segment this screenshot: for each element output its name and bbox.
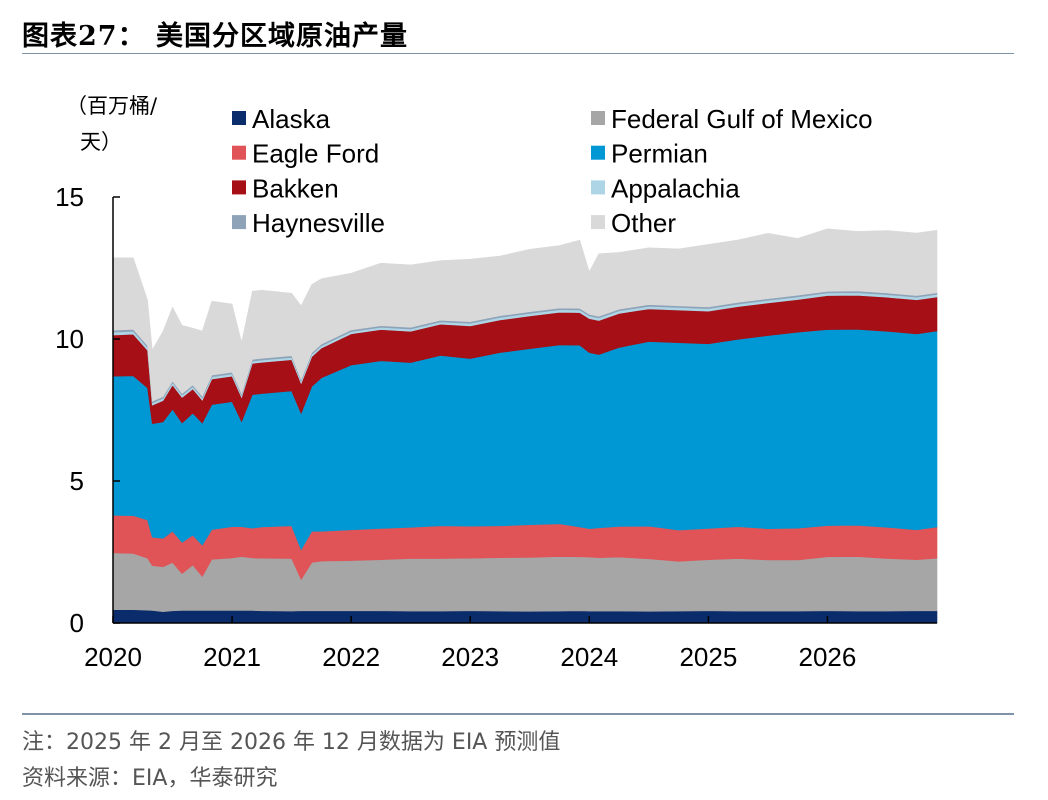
- legend-swatch-appalachia: [591, 180, 605, 195]
- y-ticks: 0 5 10 15: [55, 182, 120, 638]
- legend-label-federal-gulf-of-mexico: Federal Gulf of Mexico: [611, 104, 873, 134]
- footer-divider: [22, 713, 1014, 715]
- area-federal-gulf-of-mexico: [112, 552, 938, 612]
- y-tick-label: 10: [55, 324, 84, 354]
- stacked-area-chart: 0 5 10 15 2020 2021 2022 2023 2024 2025 2026 （百万桶…: [55, 94, 938, 672]
- legend-swatch-bakken: [232, 180, 246, 195]
- x-tick-label: 2025: [679, 642, 737, 672]
- legend-label-other: Other: [611, 208, 676, 238]
- legend-swatch-federal-gulf-of-mexico: [591, 111, 605, 125]
- title-divider: [22, 53, 1014, 54]
- legend-swatch-eagle-ford: [232, 145, 246, 160]
- area-other: [112, 228, 938, 402]
- x-tick-label: 2022: [322, 642, 380, 672]
- x-ticks: 2020 2021 2022 2023 2024 2025 2026: [84, 616, 856, 672]
- source-note: 资料来源：EIA，华泰研究: [22, 766, 278, 791]
- x-tick-label: 2020: [84, 642, 142, 672]
- x-tick-label: 2024: [560, 642, 618, 672]
- x-tick-label: 2021: [203, 642, 261, 672]
- axes: [112, 197, 937, 624]
- y-unit-label-line1: （百万桶/: [66, 94, 158, 118]
- legend-label-bakken: Bakken: [252, 173, 339, 203]
- legend-label-alaska: Alaska: [252, 104, 331, 134]
- legend-swatch-haynesville: [232, 215, 246, 230]
- y-tick-label: 0: [70, 608, 84, 638]
- footnote: 注：2025 年 2 月至 2026 年 12 月数据为 EIA 预测值: [22, 730, 561, 755]
- y-unit-label-line2: 天）: [80, 130, 122, 154]
- area-layers: [112, 228, 938, 624]
- legend-swatch-other: [591, 215, 605, 230]
- legend-swatch-permian: [591, 145, 605, 160]
- legend-label-eagle-ford: Eagle Ford: [252, 139, 379, 169]
- legend-label-permian: Permian: [611, 139, 708, 169]
- figure-title: 图表27： 美国分区域原油产量: [22, 21, 408, 52]
- y-tick-label: 5: [70, 466, 84, 496]
- y-tick-label: 15: [55, 182, 84, 212]
- legend-swatch-alaska: [232, 111, 246, 125]
- legend: Alaska Federal Gulf of Mexico Eagle Ford Pe…: [232, 104, 873, 238]
- area-alaska: [112, 609, 938, 624]
- legend-label-appalachia: Appalachia: [611, 173, 740, 203]
- legend-label-haynesville: Haynesville: [252, 208, 385, 238]
- x-tick-label: 2023: [441, 642, 499, 672]
- x-tick-label: 2026: [799, 642, 857, 672]
